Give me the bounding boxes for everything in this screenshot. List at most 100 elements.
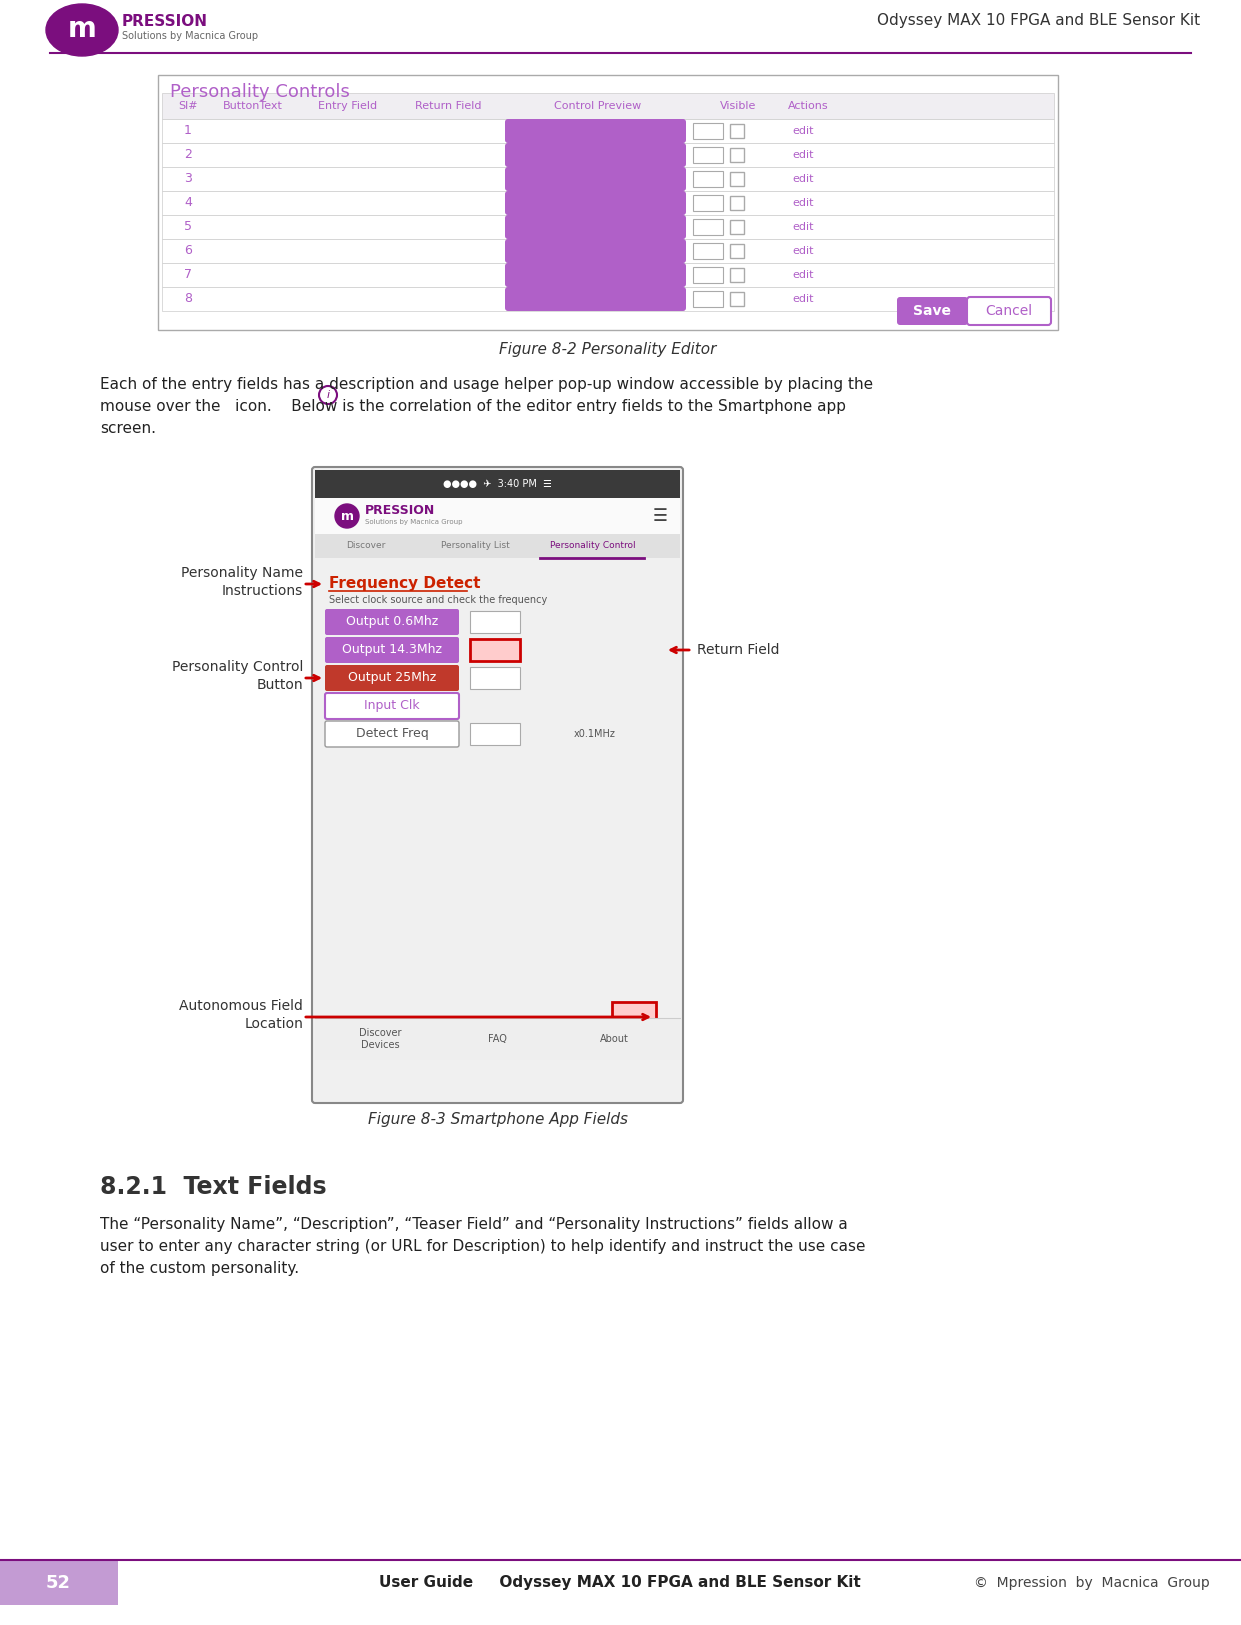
Text: edit: edit: [792, 127, 814, 136]
FancyBboxPatch shape: [315, 535, 680, 557]
Text: Figure 8-3 Smartphone App Fields: Figure 8-3 Smartphone App Fields: [367, 1112, 628, 1128]
Text: 2: 2: [184, 148, 192, 161]
FancyBboxPatch shape: [692, 124, 724, 140]
FancyBboxPatch shape: [163, 192, 1054, 215]
Text: Each of the entry fields has a description and usage helper pop-up window access: Each of the entry fields has a descripti…: [101, 377, 874, 392]
Text: m: m: [67, 15, 97, 42]
FancyBboxPatch shape: [692, 219, 724, 236]
Text: About: About: [599, 1034, 629, 1043]
Text: Output 14.3Mhz: Output 14.3Mhz: [343, 644, 442, 656]
Text: Return Field: Return Field: [414, 101, 482, 111]
FancyBboxPatch shape: [325, 722, 459, 748]
FancyBboxPatch shape: [315, 1017, 680, 1060]
FancyBboxPatch shape: [315, 497, 680, 535]
FancyBboxPatch shape: [692, 244, 724, 258]
Text: PRESSION: PRESSION: [365, 504, 436, 517]
FancyBboxPatch shape: [730, 172, 745, 185]
FancyBboxPatch shape: [967, 297, 1051, 325]
Text: Output 0.6Mhz: Output 0.6Mhz: [346, 616, 438, 629]
Text: Sl#: Sl#: [179, 101, 197, 111]
Text: 8: 8: [184, 292, 192, 306]
FancyBboxPatch shape: [163, 93, 1054, 119]
FancyBboxPatch shape: [470, 611, 520, 634]
Text: Entry Field: Entry Field: [319, 101, 377, 111]
Text: PRESSION: PRESSION: [122, 13, 208, 29]
FancyBboxPatch shape: [505, 239, 686, 263]
Text: Output 25Mhz: Output 25Mhz: [347, 671, 436, 684]
Text: ButtonText: ButtonText: [223, 101, 283, 111]
Text: of the custom personality.: of the custom personality.: [101, 1261, 299, 1276]
FancyBboxPatch shape: [730, 268, 745, 283]
Text: Select clock source and check the frequency: Select clock source and check the freque…: [329, 595, 547, 604]
Text: 4: 4: [184, 197, 192, 210]
FancyBboxPatch shape: [730, 148, 745, 162]
FancyBboxPatch shape: [0, 1562, 118, 1606]
Text: User Guide     Odyssey MAX 10 FPGA and BLE Sensor Kit: User Guide Odyssey MAX 10 FPGA and BLE S…: [379, 1576, 861, 1591]
FancyBboxPatch shape: [163, 288, 1054, 310]
Text: 8.2.1  Text Fields: 8.2.1 Text Fields: [101, 1175, 326, 1199]
Text: Personality Control: Personality Control: [550, 541, 635, 551]
Text: Autonomous Field
Location: Autonomous Field Location: [179, 999, 303, 1032]
FancyBboxPatch shape: [730, 124, 745, 138]
FancyBboxPatch shape: [163, 214, 1054, 239]
FancyBboxPatch shape: [897, 297, 968, 325]
Text: Personality List: Personality List: [442, 541, 510, 551]
Text: edit: edit: [792, 270, 814, 279]
Ellipse shape: [46, 3, 118, 55]
Text: 7: 7: [184, 268, 192, 281]
Text: i: i: [326, 390, 330, 400]
Text: Control Preview: Control Preview: [555, 101, 642, 111]
Text: Cancel: Cancel: [985, 304, 1033, 318]
FancyBboxPatch shape: [325, 609, 459, 635]
Text: Figure 8-2 Personality Editor: Figure 8-2 Personality Editor: [499, 341, 717, 358]
Text: Visible: Visible: [720, 101, 756, 111]
FancyBboxPatch shape: [470, 639, 520, 661]
Text: Actions: Actions: [788, 101, 828, 111]
FancyBboxPatch shape: [163, 239, 1054, 263]
FancyBboxPatch shape: [311, 466, 683, 1103]
Text: Detect Freq: Detect Freq: [356, 728, 428, 741]
FancyBboxPatch shape: [158, 75, 1059, 330]
Text: Odyssey MAX 10 FPGA and BLE Sensor Kit: Odyssey MAX 10 FPGA and BLE Sensor Kit: [877, 13, 1200, 29]
Text: edit: edit: [792, 150, 814, 159]
Text: ☰: ☰: [653, 507, 668, 525]
FancyBboxPatch shape: [505, 119, 686, 143]
FancyBboxPatch shape: [315, 470, 680, 497]
FancyBboxPatch shape: [470, 723, 520, 744]
Text: edit: edit: [792, 245, 814, 257]
Text: 1: 1: [184, 125, 192, 138]
Text: Solutions by Macnica Group: Solutions by Macnica Group: [122, 31, 258, 41]
FancyBboxPatch shape: [163, 167, 1054, 192]
FancyBboxPatch shape: [692, 171, 724, 187]
Text: Personality Controls: Personality Controls: [170, 83, 350, 101]
Text: 3: 3: [184, 172, 192, 185]
FancyBboxPatch shape: [692, 291, 724, 307]
FancyBboxPatch shape: [505, 167, 686, 192]
FancyBboxPatch shape: [692, 146, 724, 162]
Text: edit: edit: [792, 223, 814, 232]
FancyBboxPatch shape: [163, 143, 1054, 167]
FancyBboxPatch shape: [730, 197, 745, 210]
Text: edit: edit: [792, 174, 814, 184]
FancyBboxPatch shape: [505, 263, 686, 288]
FancyBboxPatch shape: [730, 292, 745, 306]
FancyBboxPatch shape: [325, 665, 459, 691]
Text: FAQ: FAQ: [488, 1034, 506, 1043]
FancyBboxPatch shape: [730, 219, 745, 234]
Text: edit: edit: [792, 294, 814, 304]
Text: ©  Mpression  by  Macnica  Group: © Mpression by Macnica Group: [974, 1576, 1210, 1589]
FancyBboxPatch shape: [505, 192, 686, 215]
FancyBboxPatch shape: [325, 692, 459, 718]
Text: Personality Control
Button: Personality Control Button: [171, 660, 303, 692]
FancyBboxPatch shape: [505, 143, 686, 167]
FancyBboxPatch shape: [325, 637, 459, 663]
Text: Solutions by Macnica Group: Solutions by Macnica Group: [365, 518, 463, 525]
Text: edit: edit: [792, 198, 814, 208]
FancyBboxPatch shape: [692, 195, 724, 211]
Text: Discover: Discover: [346, 541, 386, 551]
Circle shape: [335, 504, 359, 528]
FancyBboxPatch shape: [470, 639, 520, 661]
Text: Save: Save: [913, 304, 951, 318]
Text: Input Clk: Input Clk: [364, 699, 419, 712]
Text: mouse over the   icon.    Below is the correlation of the editor entry fields to: mouse over the icon. Below is the correl…: [101, 400, 846, 414]
